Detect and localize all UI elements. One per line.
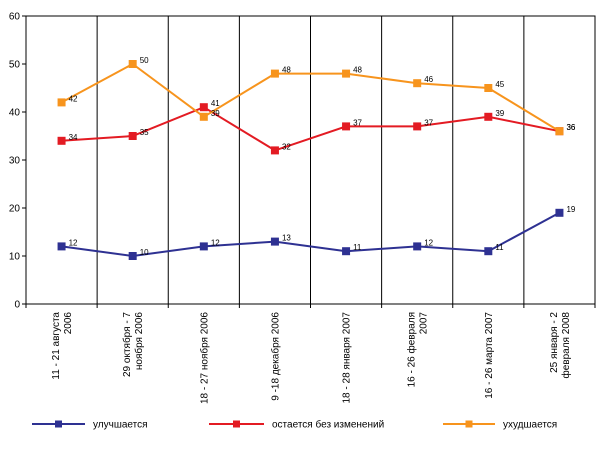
data-point bbox=[199, 242, 208, 251]
data-label: 10 bbox=[140, 248, 149, 257]
data-point bbox=[413, 242, 422, 251]
data-point bbox=[199, 103, 208, 112]
data-label: 41 bbox=[211, 99, 220, 108]
data-label: 34 bbox=[69, 133, 78, 142]
legend-marker bbox=[233, 420, 240, 428]
data-label: 36 bbox=[566, 123, 575, 132]
data-point bbox=[555, 208, 564, 217]
x-tick-label: 9 -18 декабря 2006 bbox=[269, 312, 281, 401]
data-point bbox=[342, 122, 351, 131]
data-point bbox=[57, 136, 66, 145]
data-point bbox=[484, 84, 493, 92]
y-tick-label: 10 bbox=[9, 252, 21, 263]
data-label: 50 bbox=[140, 56, 149, 65]
x-tick-label: 2007 bbox=[419, 312, 430, 335]
x-tick-label: 16 - 26 февраля bbox=[406, 312, 418, 387]
series-line bbox=[61, 62, 560, 133]
data-label: 37 bbox=[353, 118, 362, 127]
x-tick-label: февраля 2008 bbox=[560, 312, 572, 379]
data-label: 42 bbox=[69, 94, 78, 103]
data-label: 46 bbox=[424, 75, 433, 84]
data-label: 12 bbox=[69, 238, 78, 247]
legend-label: улучшается bbox=[93, 420, 148, 431]
data-point bbox=[57, 98, 66, 107]
data-label: 48 bbox=[282, 66, 291, 75]
y-tick-label: 50 bbox=[9, 60, 21, 71]
legend-item: остается без изменений bbox=[209, 419, 384, 431]
data-label: 37 bbox=[424, 118, 433, 127]
series-line bbox=[61, 211, 560, 258]
data-label: 11 bbox=[495, 243, 504, 252]
data-point bbox=[413, 122, 422, 131]
data-label: 35 bbox=[140, 128, 149, 137]
data-point bbox=[128, 132, 137, 140]
x-tick-label: 18 - 27 ноября 2006 bbox=[198, 312, 210, 404]
data-point bbox=[270, 69, 279, 78]
data-point bbox=[270, 237, 279, 246]
data-point bbox=[484, 112, 493, 121]
y-tick-label: 40 bbox=[9, 108, 21, 119]
data-label: 39 bbox=[211, 109, 220, 118]
data-label: 12 bbox=[424, 238, 433, 247]
y-tick-label: 60 bbox=[9, 12, 21, 23]
legend-label: остается без изменений bbox=[272, 419, 384, 431]
data-label: 32 bbox=[282, 142, 291, 151]
data-label: 12 bbox=[211, 238, 220, 247]
x-tick-label: ноября 2006 bbox=[133, 312, 145, 371]
data-point bbox=[484, 247, 493, 256]
data-point bbox=[270, 146, 279, 155]
data-point bbox=[342, 247, 351, 256]
data-label: 13 bbox=[282, 234, 291, 243]
legend-item: улучшается bbox=[32, 420, 148, 431]
data-point bbox=[128, 252, 137, 260]
series-3: 42 50 39 48 48 46 45 36 bbox=[57, 56, 576, 136]
data-label: 39 bbox=[495, 109, 504, 118]
x-tick-label: 2006 bbox=[63, 312, 74, 335]
data-label: 45 bbox=[495, 80, 504, 89]
x-tick-label: 11 - 21 августа bbox=[51, 312, 62, 380]
y-tick-label: 0 bbox=[14, 300, 20, 311]
data-label: 48 bbox=[353, 66, 362, 75]
y-tick-label: 20 bbox=[9, 204, 21, 215]
series-line bbox=[61, 106, 560, 152]
data-label: 19 bbox=[566, 205, 575, 214]
legend-marker bbox=[465, 420, 473, 428]
data-label: 36 bbox=[566, 123, 575, 132]
data-point bbox=[413, 79, 422, 88]
data-point bbox=[199, 112, 208, 121]
data-point bbox=[128, 60, 137, 68]
y-tick-label: 30 bbox=[9, 156, 21, 167]
data-point bbox=[342, 69, 351, 78]
data-label: 11 bbox=[353, 243, 362, 252]
legend-item: ухудшается bbox=[443, 420, 557, 431]
x-tick-label: 18 - 28 января 2007 bbox=[342, 312, 353, 404]
legend-marker bbox=[55, 420, 62, 428]
x-tick-label: 25 января - 2 bbox=[549, 312, 560, 373]
series-1: 12 10 12 13 11 12 11 19 bbox=[57, 205, 576, 260]
legend-label: ухудшается bbox=[503, 420, 557, 431]
x-tick-label: 29 октября - 7 bbox=[121, 312, 133, 377]
data-point bbox=[555, 127, 564, 136]
data-point bbox=[57, 242, 66, 251]
x-tick-label: 16 - 26 марта 2007 bbox=[484, 312, 495, 399]
